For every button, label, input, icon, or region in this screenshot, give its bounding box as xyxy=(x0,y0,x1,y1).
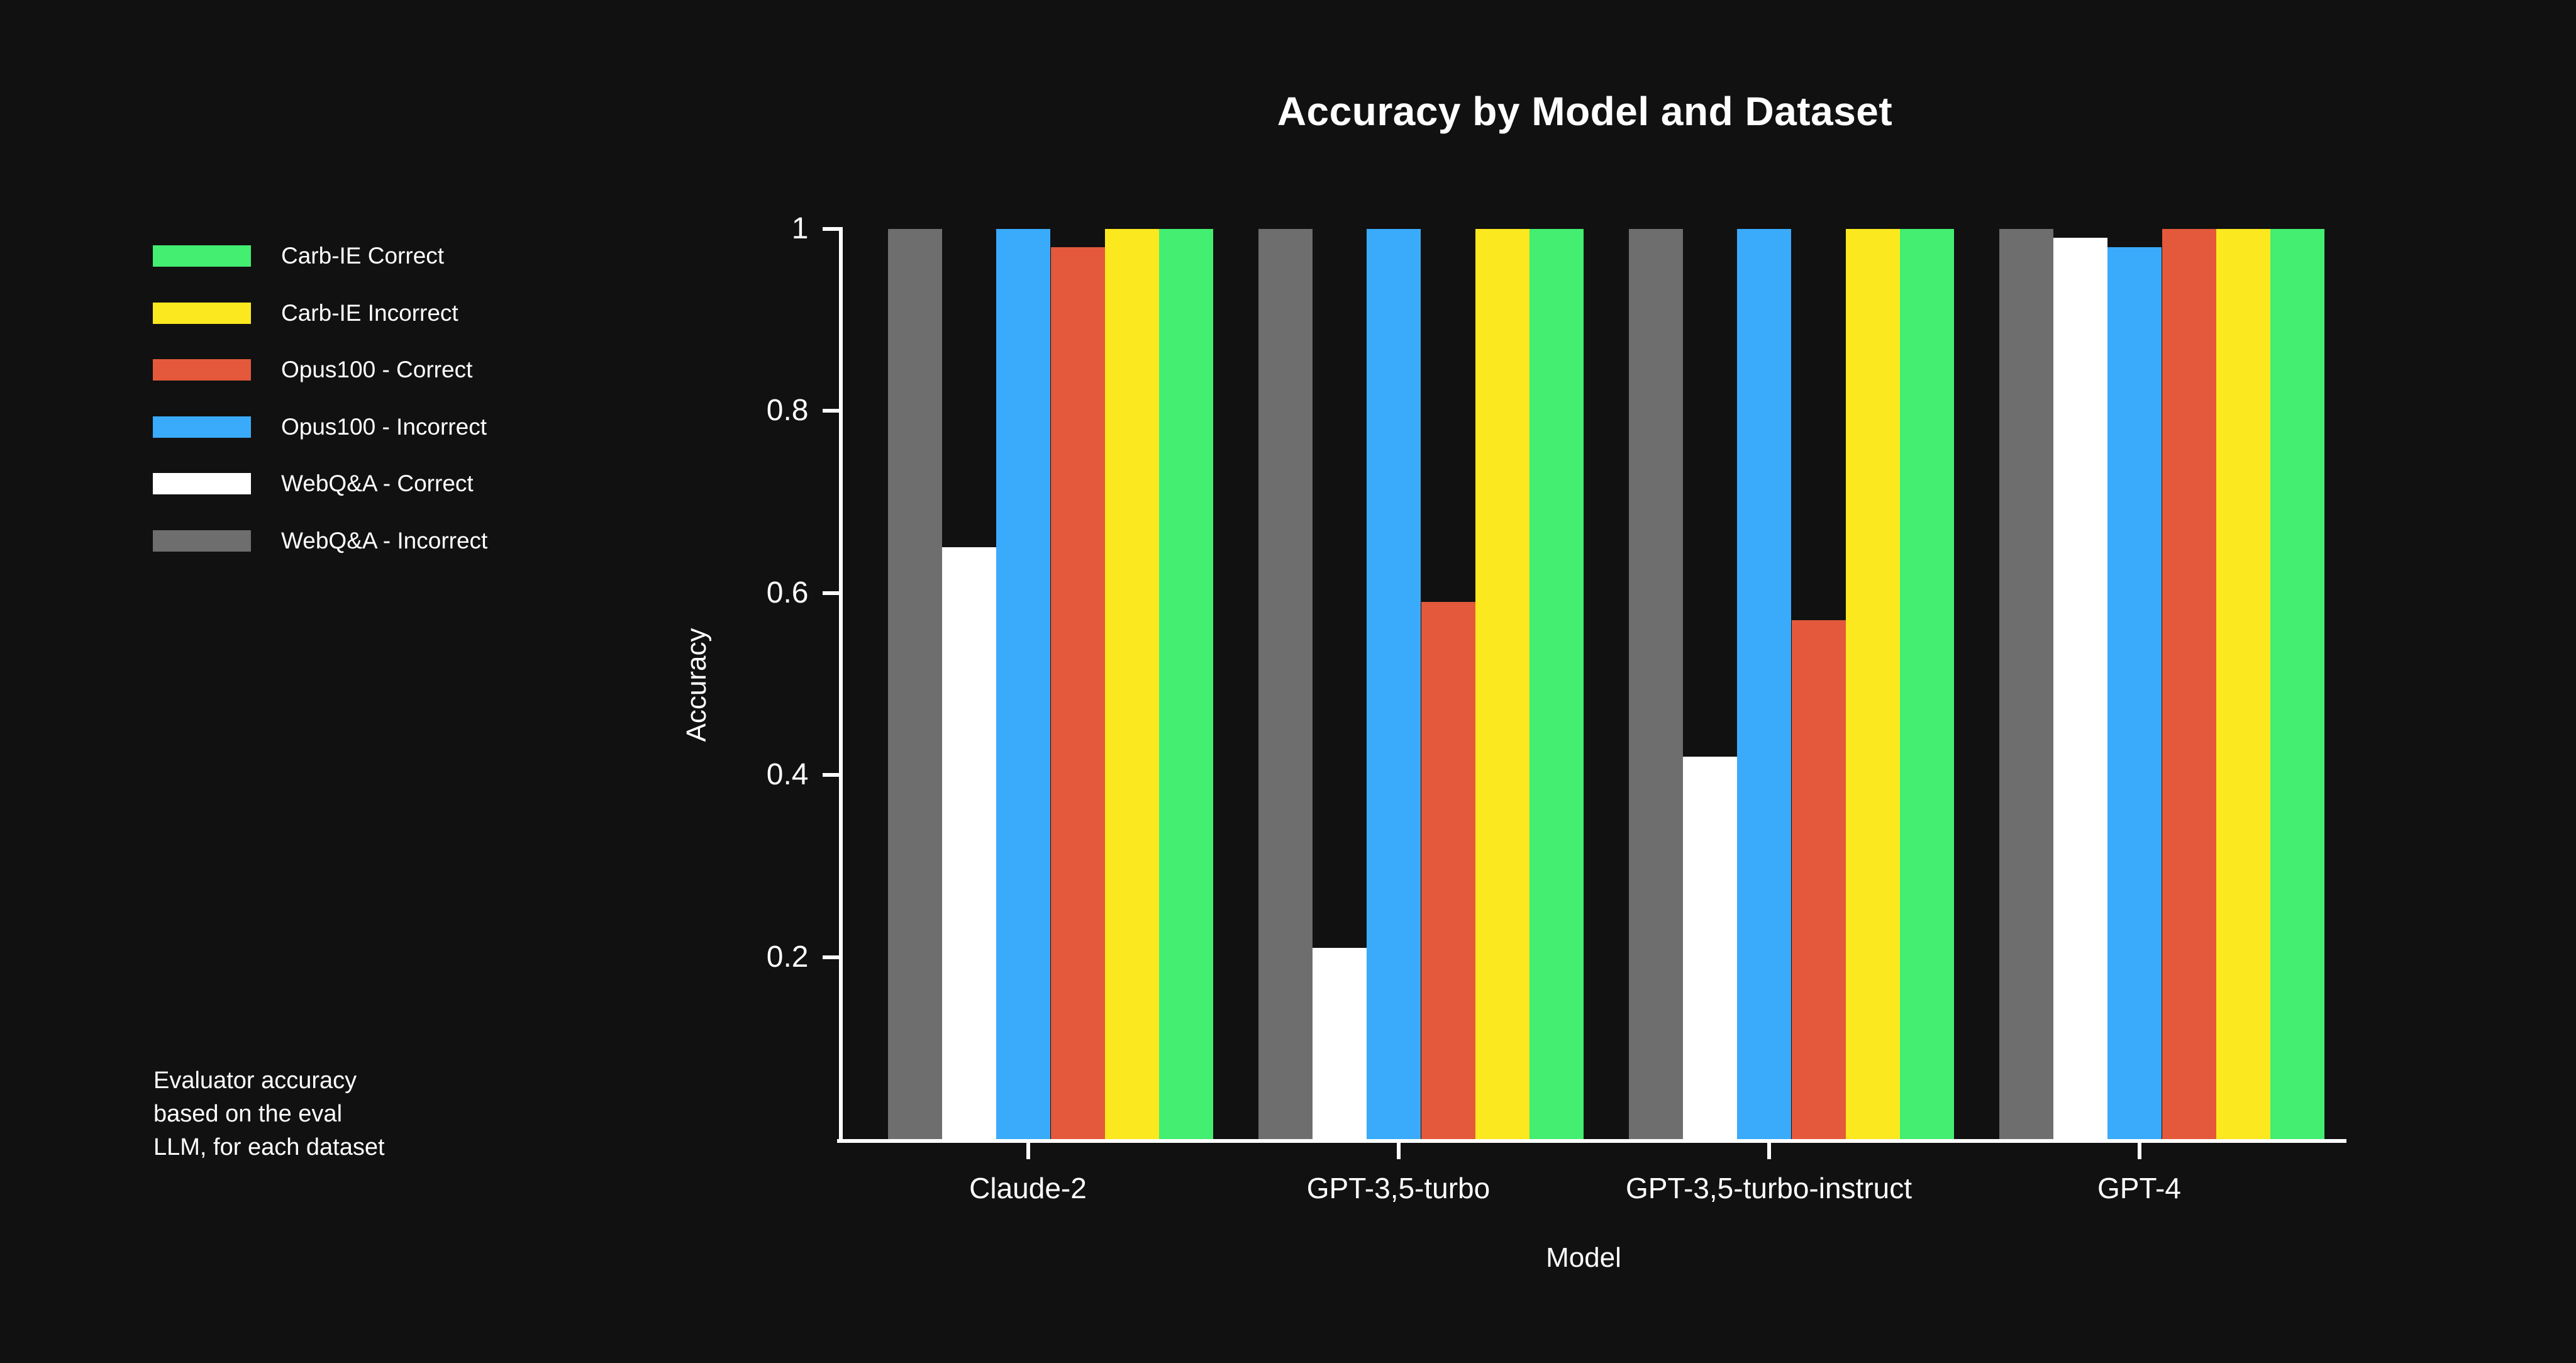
x-tick-label-GPT-3,5-turbo-instruct: GPT-3,5-turbo-instruct xyxy=(1625,1172,1913,1204)
bar-GPT-3,5-turbo-instruct-WebQ&A - Correct[interactable] xyxy=(1683,757,1738,1139)
y-tick-label: 0.6 xyxy=(766,576,809,609)
y-tick-label: 0.2 xyxy=(766,940,809,974)
y-tick-label: 0.4 xyxy=(766,758,809,792)
x-tick-label-GPT-4: GPT-4 xyxy=(2097,1172,2181,1204)
legend-item-label: Opus100 - Correct xyxy=(281,357,473,382)
caption-line-1: Evaluator accuracy xyxy=(153,1067,357,1094)
bar-GPT-4-WebQ&A - Correct[interactable] xyxy=(2053,238,2108,1139)
bar-GPT-3,5-turbo-WebQ&A - Correct[interactable] xyxy=(1313,948,1367,1139)
chart-title: Accuracy by Model and Dataset xyxy=(1277,89,1893,134)
caption-line-3: LLM, for each dataset xyxy=(153,1134,385,1160)
y-tick-mark xyxy=(822,773,839,777)
legend: Carb-IE Correct Carb-IE Incorrect Opus100 … xyxy=(153,243,488,587)
bar-GPT-3,5-turbo-Opus100 - Incorrect[interactable] xyxy=(1367,229,1421,1139)
legend-swatch-icon xyxy=(153,302,251,324)
legend-item-Carb-IE Incorrect[interactable]: Carb-IE Incorrect xyxy=(153,299,487,326)
x-tick-mark xyxy=(1396,1143,1401,1159)
legend-swatch-icon xyxy=(153,245,251,267)
legend-item-WebQ&A - Correct[interactable]: WebQ&A - Correct xyxy=(153,470,487,496)
bar-GPT-3,5-turbo-instruct-Carb-IE Correct[interactable] xyxy=(1899,229,1954,1139)
y-axis-line xyxy=(838,227,843,1143)
y-tick-label: 0.8 xyxy=(766,394,809,428)
y-tick-mark xyxy=(822,227,839,231)
bar-GPT-3,5-turbo-Carb-IE Correct[interactable] xyxy=(1529,229,1584,1139)
bar-GPT-4-Carb-IE Correct[interactable] xyxy=(2270,229,2324,1139)
legend-item-Opus100 - Incorrect[interactable]: Opus100 - Incorrect xyxy=(153,413,487,440)
legend-item-Carb-IE Correct[interactable]: Carb-IE Correct xyxy=(153,243,487,269)
x-tick-mark xyxy=(1767,1143,1771,1159)
legend-item-Opus100 - Correct[interactable]: Opus100 - Correct xyxy=(153,357,487,382)
y-tick-mark xyxy=(822,409,839,413)
bar-GPT-3,5-turbo-WebQ&A - Incorrect[interactable] xyxy=(1258,229,1313,1139)
legend-item-label: Carb-IE Incorrect xyxy=(281,299,458,326)
x-tick-mark xyxy=(2137,1143,2141,1159)
legend-swatch-icon xyxy=(153,530,251,552)
x-tick-label-GPT-3,5-turbo: GPT-3,5-turbo xyxy=(1306,1172,1491,1204)
bar-GPT-3,5-turbo-Carb-IE Incorrect[interactable] xyxy=(1475,229,1530,1139)
x-tick-label-Claude-2: Claude-2 xyxy=(969,1172,1087,1204)
bar-GPT-4-Carb-IE Incorrect[interactable] xyxy=(2216,229,2270,1139)
bar-Claude-2-WebQ&A - Correct[interactable] xyxy=(942,547,997,1139)
legend-item-label: Opus100 - Incorrect xyxy=(281,413,487,440)
bar-GPT-3,5-turbo-instruct-Carb-IE Incorrect[interactable] xyxy=(1845,229,1900,1139)
bar-Claude-2-Carb-IE Correct[interactable] xyxy=(1158,229,1213,1139)
bar-Claude-2-Carb-IE Incorrect[interactable] xyxy=(1104,229,1159,1139)
bar-GPT-4-WebQ&A - Incorrect[interactable] xyxy=(1999,229,2054,1139)
bar-GPT-3,5-turbo-instruct-Opus100 - Incorrect[interactable] xyxy=(1737,229,1792,1139)
bar-GPT-3,5-turbo-instruct-Opus100 - Correct[interactable] xyxy=(1791,620,1846,1139)
x-axis-title: Model xyxy=(1546,1242,1621,1273)
y-tick-mark xyxy=(822,591,839,595)
bar-GPT-4-Opus100 - Incorrect[interactable] xyxy=(2107,247,2162,1139)
bar-GPT-3,5-turbo-instruct-WebQ&A - Incorrect[interactable] xyxy=(1629,229,1684,1139)
x-axis-line xyxy=(837,1139,2346,1143)
y-tick-mark xyxy=(822,955,839,959)
bar-Claude-2-WebQ&A - Incorrect[interactable] xyxy=(888,229,943,1139)
bar-GPT-3,5-turbo-Opus100 - Correct[interactable] xyxy=(1421,602,1475,1139)
legend-item-label: WebQ&A - Incorrect xyxy=(281,527,488,554)
legend-swatch-icon xyxy=(153,359,251,381)
legend-item-label: Carb-IE Correct xyxy=(281,243,445,269)
x-tick-mark xyxy=(1026,1143,1030,1159)
y-axis-title: Accuracy xyxy=(681,628,712,742)
chart-caption: Evaluator accuracy based on the eval LLM… xyxy=(153,1064,385,1164)
bar-Claude-2-Opus100 - Correct[interactable] xyxy=(1050,247,1105,1139)
bar-Claude-2-Opus100 - Incorrect[interactable] xyxy=(996,229,1051,1139)
legend-item-label: WebQ&A - Correct xyxy=(281,470,474,496)
y-tick-label: 1 xyxy=(791,212,809,245)
legend-item-WebQ&A - Incorrect[interactable]: WebQ&A - Incorrect xyxy=(153,527,488,554)
caption-line-2: based on the eval xyxy=(153,1101,343,1127)
legend-swatch-icon xyxy=(153,416,251,438)
bar-GPT-4-Opus100 - Correct[interactable] xyxy=(2162,229,2216,1139)
legend-swatch-icon xyxy=(153,473,251,494)
